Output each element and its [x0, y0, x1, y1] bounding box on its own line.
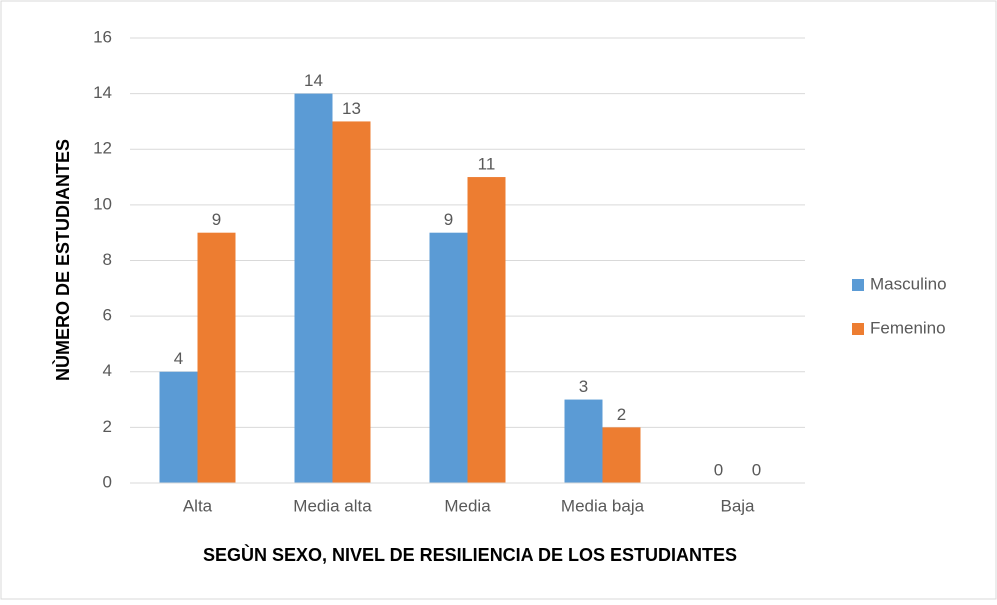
- data-label: 9: [212, 210, 221, 229]
- data-label: 2: [617, 405, 626, 424]
- y-tick-label: 12: [93, 139, 112, 158]
- y-axis-title: NÙMERO DE ESTUDIANTES: [52, 139, 73, 381]
- x-tick-label: Media alta: [293, 496, 372, 515]
- y-tick-label: 14: [93, 83, 112, 102]
- legend-swatch: [852, 279, 864, 291]
- data-label: 4: [174, 349, 183, 368]
- x-axis-title: SEGÙN SEXO, NIVEL DE RESILIENCIA DE LOS …: [203, 544, 737, 565]
- x-tick-label: Alta: [183, 496, 213, 515]
- legend-swatch: [852, 323, 864, 335]
- data-label: 0: [714, 460, 723, 479]
- y-tick-label: 4: [103, 361, 112, 380]
- data-label: 0: [752, 460, 761, 479]
- y-tick-label: 2: [103, 417, 112, 436]
- y-tick-label: 6: [103, 306, 112, 325]
- bar: [467, 177, 506, 483]
- bar: [564, 399, 603, 483]
- y-tick-label: 0: [103, 472, 112, 491]
- bar: [429, 232, 468, 483]
- bar: [602, 427, 641, 483]
- bar: [332, 121, 371, 483]
- data-label: 3: [579, 377, 588, 396]
- bar: [159, 371, 198, 483]
- legend-label: Masculino: [870, 274, 947, 293]
- x-tick-label: Baja: [720, 496, 755, 515]
- y-tick-label: 10: [93, 194, 112, 213]
- bar: [197, 232, 236, 483]
- data-label: 11: [478, 155, 496, 174]
- x-tick-label: Media baja: [561, 496, 645, 515]
- x-tick-label: Media: [444, 496, 491, 515]
- data-label: 14: [304, 71, 323, 90]
- legend-label: Femenino: [870, 318, 946, 337]
- y-tick-label: 16: [93, 27, 112, 46]
- data-label: 13: [342, 99, 361, 118]
- y-tick-label: 8: [103, 250, 112, 269]
- bar: [294, 93, 333, 483]
- data-label: 9: [444, 210, 453, 229]
